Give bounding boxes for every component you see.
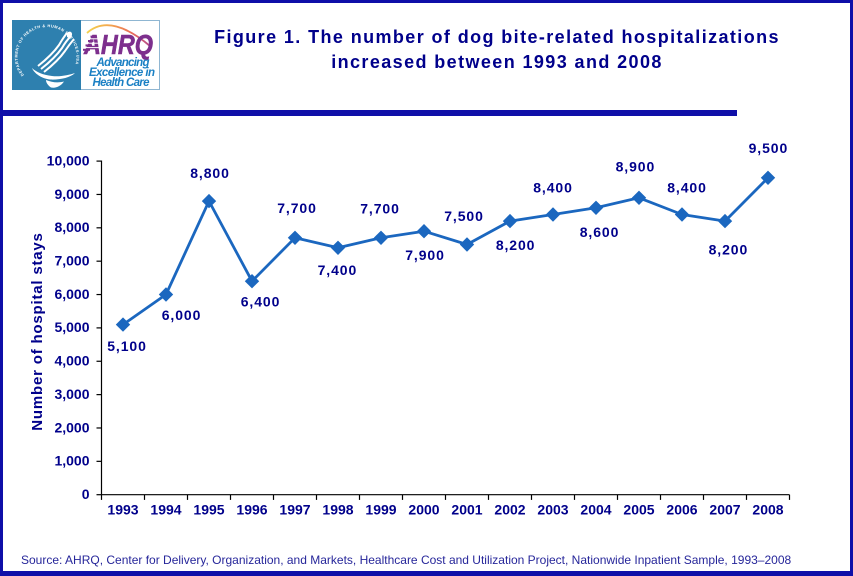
svg-text:1995: 1995 [193, 501, 224, 517]
svg-text:2008: 2008 [752, 501, 783, 517]
svg-text:10,000: 10,000 [47, 152, 90, 168]
svg-text:2006: 2006 [666, 501, 697, 517]
svg-text:6,000: 6,000 [54, 286, 89, 302]
svg-text:2002: 2002 [494, 501, 525, 517]
svg-text:7,700: 7,700 [360, 201, 400, 217]
svg-text:Advancing: Advancing [96, 57, 150, 69]
svg-text:7,900: 7,900 [405, 247, 445, 263]
svg-text:Health Care: Health Care [93, 77, 151, 89]
svg-text:1997: 1997 [279, 501, 310, 517]
svg-text:1,000: 1,000 [54, 453, 89, 469]
svg-text:7,000: 7,000 [54, 252, 89, 268]
svg-text:8,600: 8,600 [580, 224, 620, 240]
svg-text:5,000: 5,000 [54, 319, 89, 335]
svg-text:7,500: 7,500 [444, 208, 484, 224]
svg-text:9,500: 9,500 [749, 140, 789, 156]
svg-text:8,400: 8,400 [533, 180, 573, 196]
svg-text:7,700: 7,700 [277, 200, 317, 216]
svg-text:2007: 2007 [709, 501, 740, 517]
svg-text:8,200: 8,200 [709, 242, 749, 258]
svg-text:2001: 2001 [451, 501, 482, 517]
svg-text:6,400: 6,400 [241, 294, 281, 310]
svg-text:1999: 1999 [365, 501, 396, 517]
svg-text:2004: 2004 [580, 501, 611, 517]
svg-text:8,200: 8,200 [496, 237, 536, 253]
svg-text:2,000: 2,000 [54, 419, 89, 435]
svg-text:4,000: 4,000 [54, 353, 89, 369]
svg-text:1994: 1994 [150, 501, 181, 517]
svg-text:8,800: 8,800 [190, 165, 230, 181]
svg-text:Excellence in: Excellence in [89, 67, 155, 79]
svg-text:2005: 2005 [623, 501, 654, 517]
svg-text:7,400: 7,400 [318, 262, 358, 278]
svg-text:5,100: 5,100 [107, 338, 147, 354]
svg-text:8,000: 8,000 [54, 219, 89, 235]
svg-text:3,000: 3,000 [54, 386, 89, 402]
svg-text:2003: 2003 [537, 501, 568, 517]
svg-text:9,000: 9,000 [54, 186, 89, 202]
svg-text:1998: 1998 [322, 501, 353, 517]
svg-text:Number of hospital stays: Number of hospital stays [29, 232, 46, 430]
svg-text:8,900: 8,900 [616, 158, 656, 174]
svg-text:1996: 1996 [236, 501, 267, 517]
svg-text:8,400: 8,400 [667, 180, 707, 196]
svg-text:0: 0 [82, 486, 90, 502]
svg-text:6,000: 6,000 [162, 307, 202, 323]
svg-text:2000: 2000 [408, 501, 439, 517]
svg-text:1993: 1993 [107, 501, 138, 517]
svg-text:AHRQ: AHRQ [83, 29, 153, 60]
